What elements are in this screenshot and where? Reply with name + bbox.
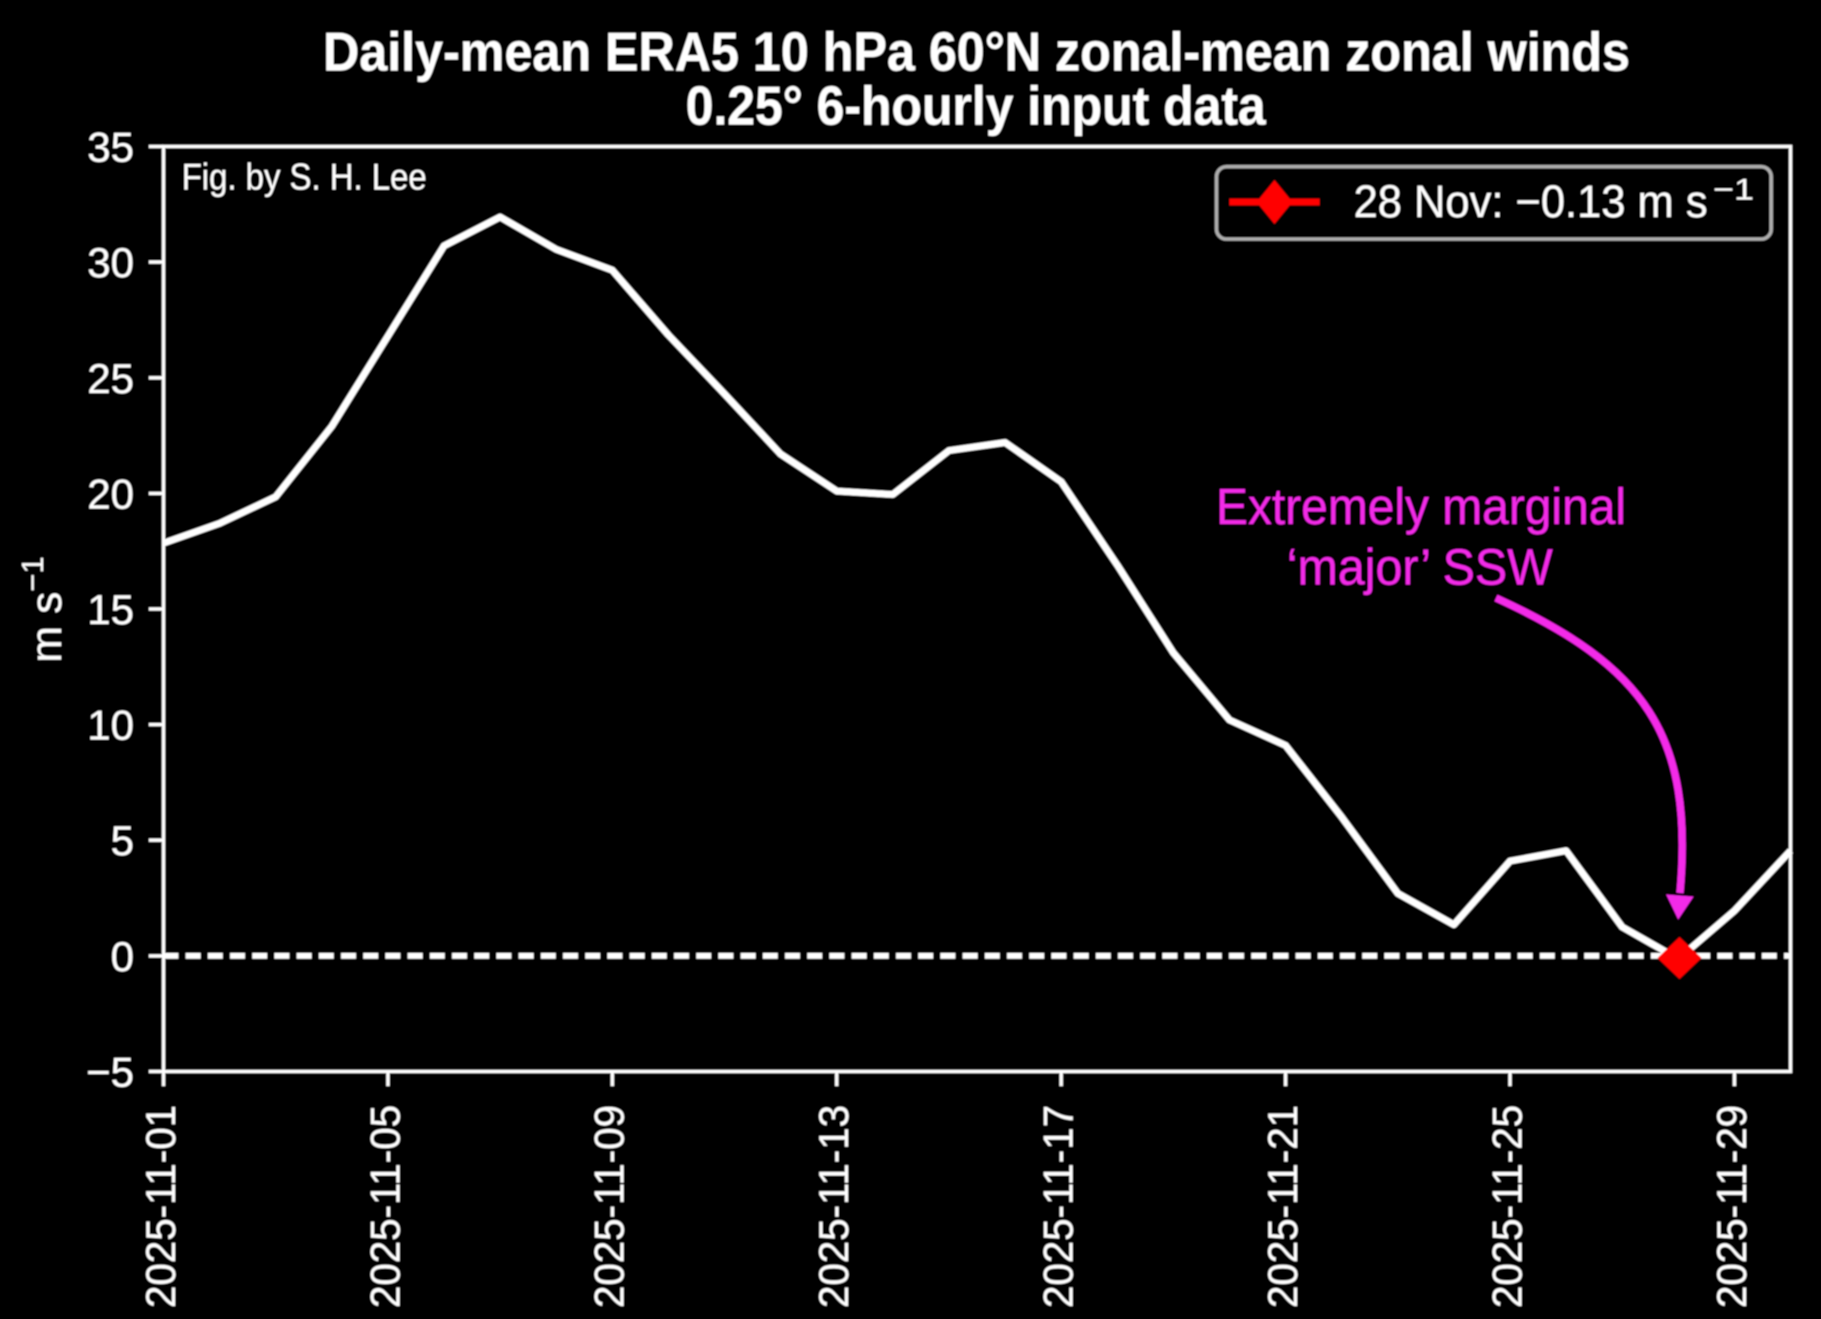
svg-text:5: 5 — [111, 817, 134, 864]
svg-text:2025-11-05: 2025-11-05 — [361, 1105, 408, 1308]
svg-text:30: 30 — [87, 239, 134, 286]
svg-text:2025-11-29: 2025-11-29 — [1708, 1105, 1755, 1308]
svg-text:35: 35 — [87, 124, 134, 171]
svg-text:−1: −1 — [1713, 174, 1754, 207]
svg-text:25: 25 — [87, 355, 134, 402]
svg-text:Extremely marginal: Extremely marginal — [1216, 478, 1626, 535]
svg-text:−5: −5 — [86, 1049, 134, 1096]
svg-text:0: 0 — [111, 933, 134, 980]
svg-text:2025-11-25: 2025-11-25 — [1483, 1105, 1530, 1308]
svg-text:2025-11-13: 2025-11-13 — [810, 1105, 857, 1308]
svg-text:2025-11-21: 2025-11-21 — [1259, 1105, 1306, 1308]
svg-text:10: 10 — [87, 702, 134, 749]
svg-text:‘major’ SSW: ‘major’ SSW — [1287, 539, 1553, 596]
svg-text:15: 15 — [87, 586, 134, 633]
svg-text:28 Nov: −0.13 m s: 28 Nov: −0.13 m s — [1354, 176, 1708, 227]
svg-text:Daily-mean ERA5 10 hPa 60°N zo: Daily-mean ERA5 10 hPa 60°N zonal-mean z… — [323, 21, 1630, 83]
svg-text:Fig. by S. H. Lee: Fig. by S. H. Lee — [182, 157, 427, 198]
svg-text:2025-11-09: 2025-11-09 — [586, 1105, 633, 1308]
svg-text:2025-11-17: 2025-11-17 — [1035, 1105, 1082, 1308]
svg-text:2025-11-01: 2025-11-01 — [137, 1105, 184, 1308]
svg-text:0.25° 6-hourly input data: 0.25° 6-hourly input data — [686, 75, 1266, 137]
svg-text:20: 20 — [87, 470, 134, 517]
